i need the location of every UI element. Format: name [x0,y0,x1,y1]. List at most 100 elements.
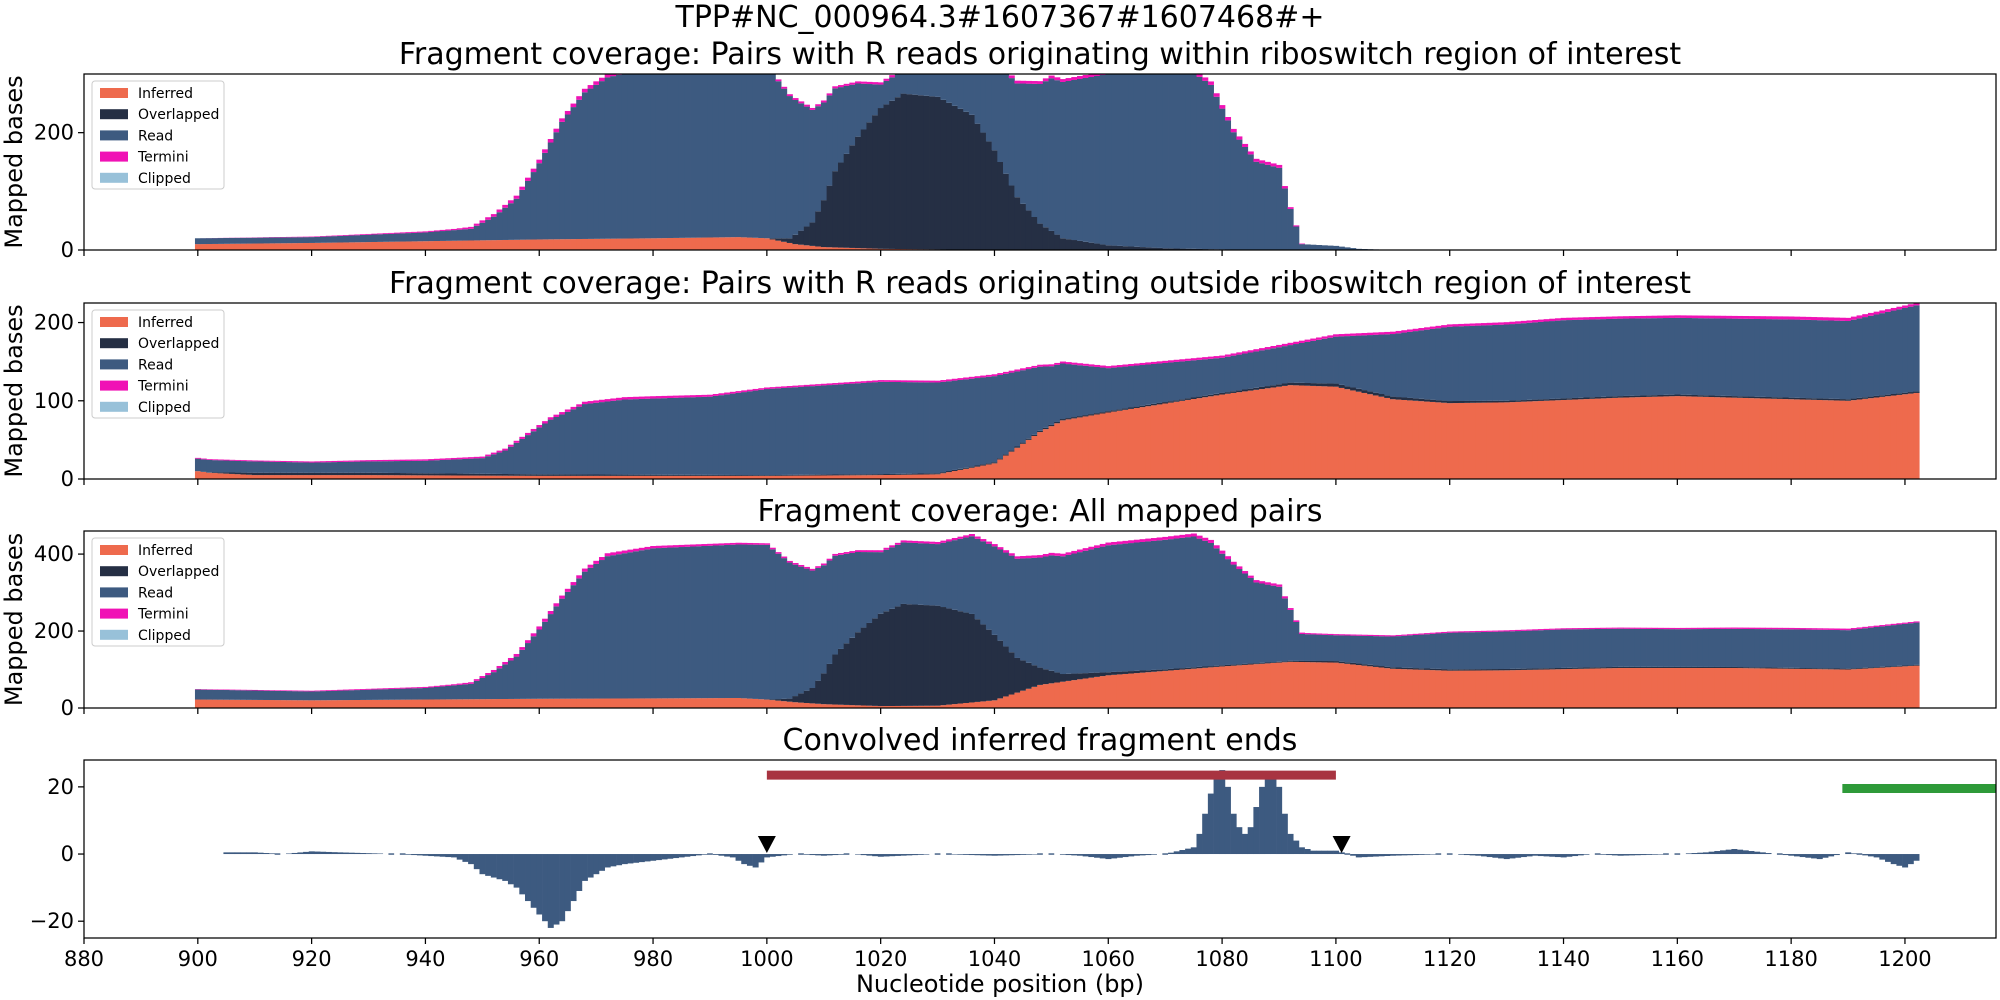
bar-overlapped-1055 [1076,673,1084,680]
bar-inferred-1045 [1020,443,1027,479]
bar-inferred-915 [280,475,287,479]
bar-inferred-913 [268,475,276,479]
conv-bar-1136 [1537,854,1544,857]
bar-read-1021 [883,381,890,475]
bar-overlapped-1156 [1651,666,1658,668]
conv-bar-1022 [889,854,896,857]
bar-read-1069 [1156,540,1163,670]
bar-read-1005 [792,387,799,475]
bar-inferred-933 [382,241,389,250]
bar-overlapped-1120 [1446,401,1453,404]
bar-read-1194 [1867,627,1875,668]
bar-termini-1165 [1702,627,1710,630]
bar-overlapped-1116 [1424,668,1431,670]
bar-overlapped-966 [570,474,577,476]
bar-read-1092 [1287,208,1294,250]
bar-termini-934 [388,232,395,234]
bar-termini-984 [672,395,680,398]
bar-overlapped-1007 [803,690,810,703]
bar-termini-1093 [1293,620,1300,622]
bar-read-1129 [1498,631,1505,670]
conv-bar-946 [456,854,463,860]
bar-termini-1175 [1759,316,1766,320]
bar-termini-1167 [1714,315,1721,319]
bar-read-1051 [1054,364,1061,422]
bar-read-949 [473,458,480,474]
bar-inferred-1169 [1725,667,1732,708]
bar-termini-923 [325,235,332,237]
bar-inferred-1121 [1452,670,1459,708]
bar-termini-1041 [997,373,1004,375]
bar-termini-1039 [985,541,993,544]
bar-read-1169 [1725,318,1732,396]
bar-termini-1129 [1498,322,1505,325]
legend-label-clipped: Clipped [138,171,191,187]
bar-read-998 [752,74,759,238]
bar-overlapped-1180 [1788,397,1795,400]
bar-overlapped-1012 [832,474,839,476]
bar-termini-1030 [934,380,941,383]
bar-read-950 [479,458,486,474]
bar-read-926 [342,235,350,243]
bar-termini-1079 [1213,356,1220,359]
bar-inferred-936 [399,475,406,479]
bar-overlapped-1199 [1896,665,1903,667]
bar-termini-1126 [1481,630,1488,632]
bar-inferred-956 [513,475,520,479]
conv-bar-941 [428,854,435,857]
bar-inferred-920 [308,475,315,479]
bar-termini-1104 [1355,333,1362,336]
bar-termini-935 [394,687,401,689]
bar-read-937 [405,233,412,242]
bar-read-967 [576,578,583,699]
bar-overlapped-937 [405,473,412,476]
bar-read-937 [405,688,412,700]
bar-overlapped-968 [581,474,589,476]
bar-inferred-953 [496,699,503,708]
bar-read-989 [701,396,708,475]
bar-inferred-949 [473,240,480,250]
bar-read-985 [678,547,685,699]
x-tick-label-920: 920 [292,947,332,971]
bar-read-1032 [946,74,953,103]
bar-inferred-1155 [1646,667,1653,708]
conv-bar-1071 [1168,852,1175,855]
bar-termini-1011 [826,383,833,386]
bar-termini-950 [479,676,486,678]
conv-bar-1088 [1264,773,1271,855]
conv-bar-1192 [1856,853,1863,855]
bar-read-1025 [906,542,913,605]
bar-overlapped-924 [331,472,338,476]
bar-termini-1143 [1577,628,1584,630]
bar-overlapped-1167 [1714,395,1721,398]
bar-overlapped-1075 [1190,667,1197,669]
bar-overlapped-915 [280,472,287,476]
conv-bar-1079 [1213,773,1220,855]
bar-inferred-1127 [1486,670,1493,708]
bar-read-1094 [1298,342,1306,383]
bar-inferred-900 [194,699,202,708]
bar-read-1180 [1788,319,1795,398]
bar-termini-911 [257,460,264,462]
bar-read-998 [752,544,759,699]
bar-inferred-1042 [1003,455,1010,479]
bar-inferred-1055 [1076,417,1084,479]
bar-termini-1088 [1264,347,1271,350]
bar-inferred-1201 [1907,665,1914,708]
bar-read-934 [388,233,395,242]
bar-inferred-1015 [849,705,856,708]
bar-read-995 [735,74,742,238]
bar-read-1171 [1737,628,1744,668]
conv-bar-1011 [826,854,833,856]
bar-read-1150 [1617,318,1624,397]
bar-read-1083 [1236,354,1243,391]
bar-termini-1077 [1202,77,1209,81]
bar-overlapped-1069 [1156,669,1163,672]
conv-bar-1043 [1008,854,1015,856]
bar-read-1187 [1828,320,1835,399]
bar-read-1092 [1287,345,1294,383]
bar-termini-1016 [855,81,862,84]
bar-read-1034 [957,379,964,469]
bar-overlapped-916 [286,472,293,476]
bar-overlapped-1096 [1310,383,1317,386]
